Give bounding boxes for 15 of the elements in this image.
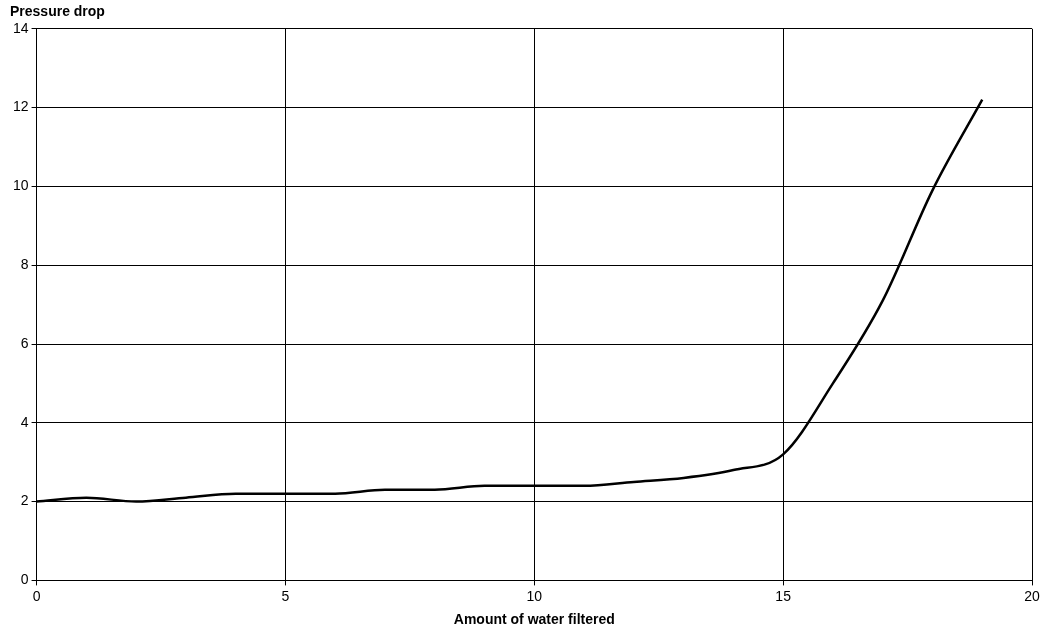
x-axis-title: Amount of water filtered [453,611,615,628]
y-tick-label: 4 [20,413,29,430]
y-tick-label: 2 [20,492,29,509]
x-tick-label: 10 [526,587,543,604]
y-tick-label: 0 [20,571,29,588]
x-tick-label: 5 [281,587,290,604]
y-axis-title: Pressure drop [10,3,105,20]
y-tick-label: 6 [20,334,29,351]
y-tick-label: 12 [12,98,29,115]
x-tick-label: 15 [775,587,792,604]
y-tick-label: 8 [20,256,29,273]
y-tick-label: 10 [12,177,29,194]
y-tick-label: 14 [12,19,29,36]
x-tick-label: 20 [1024,587,1040,604]
x-tick-label: 0 [32,587,41,604]
